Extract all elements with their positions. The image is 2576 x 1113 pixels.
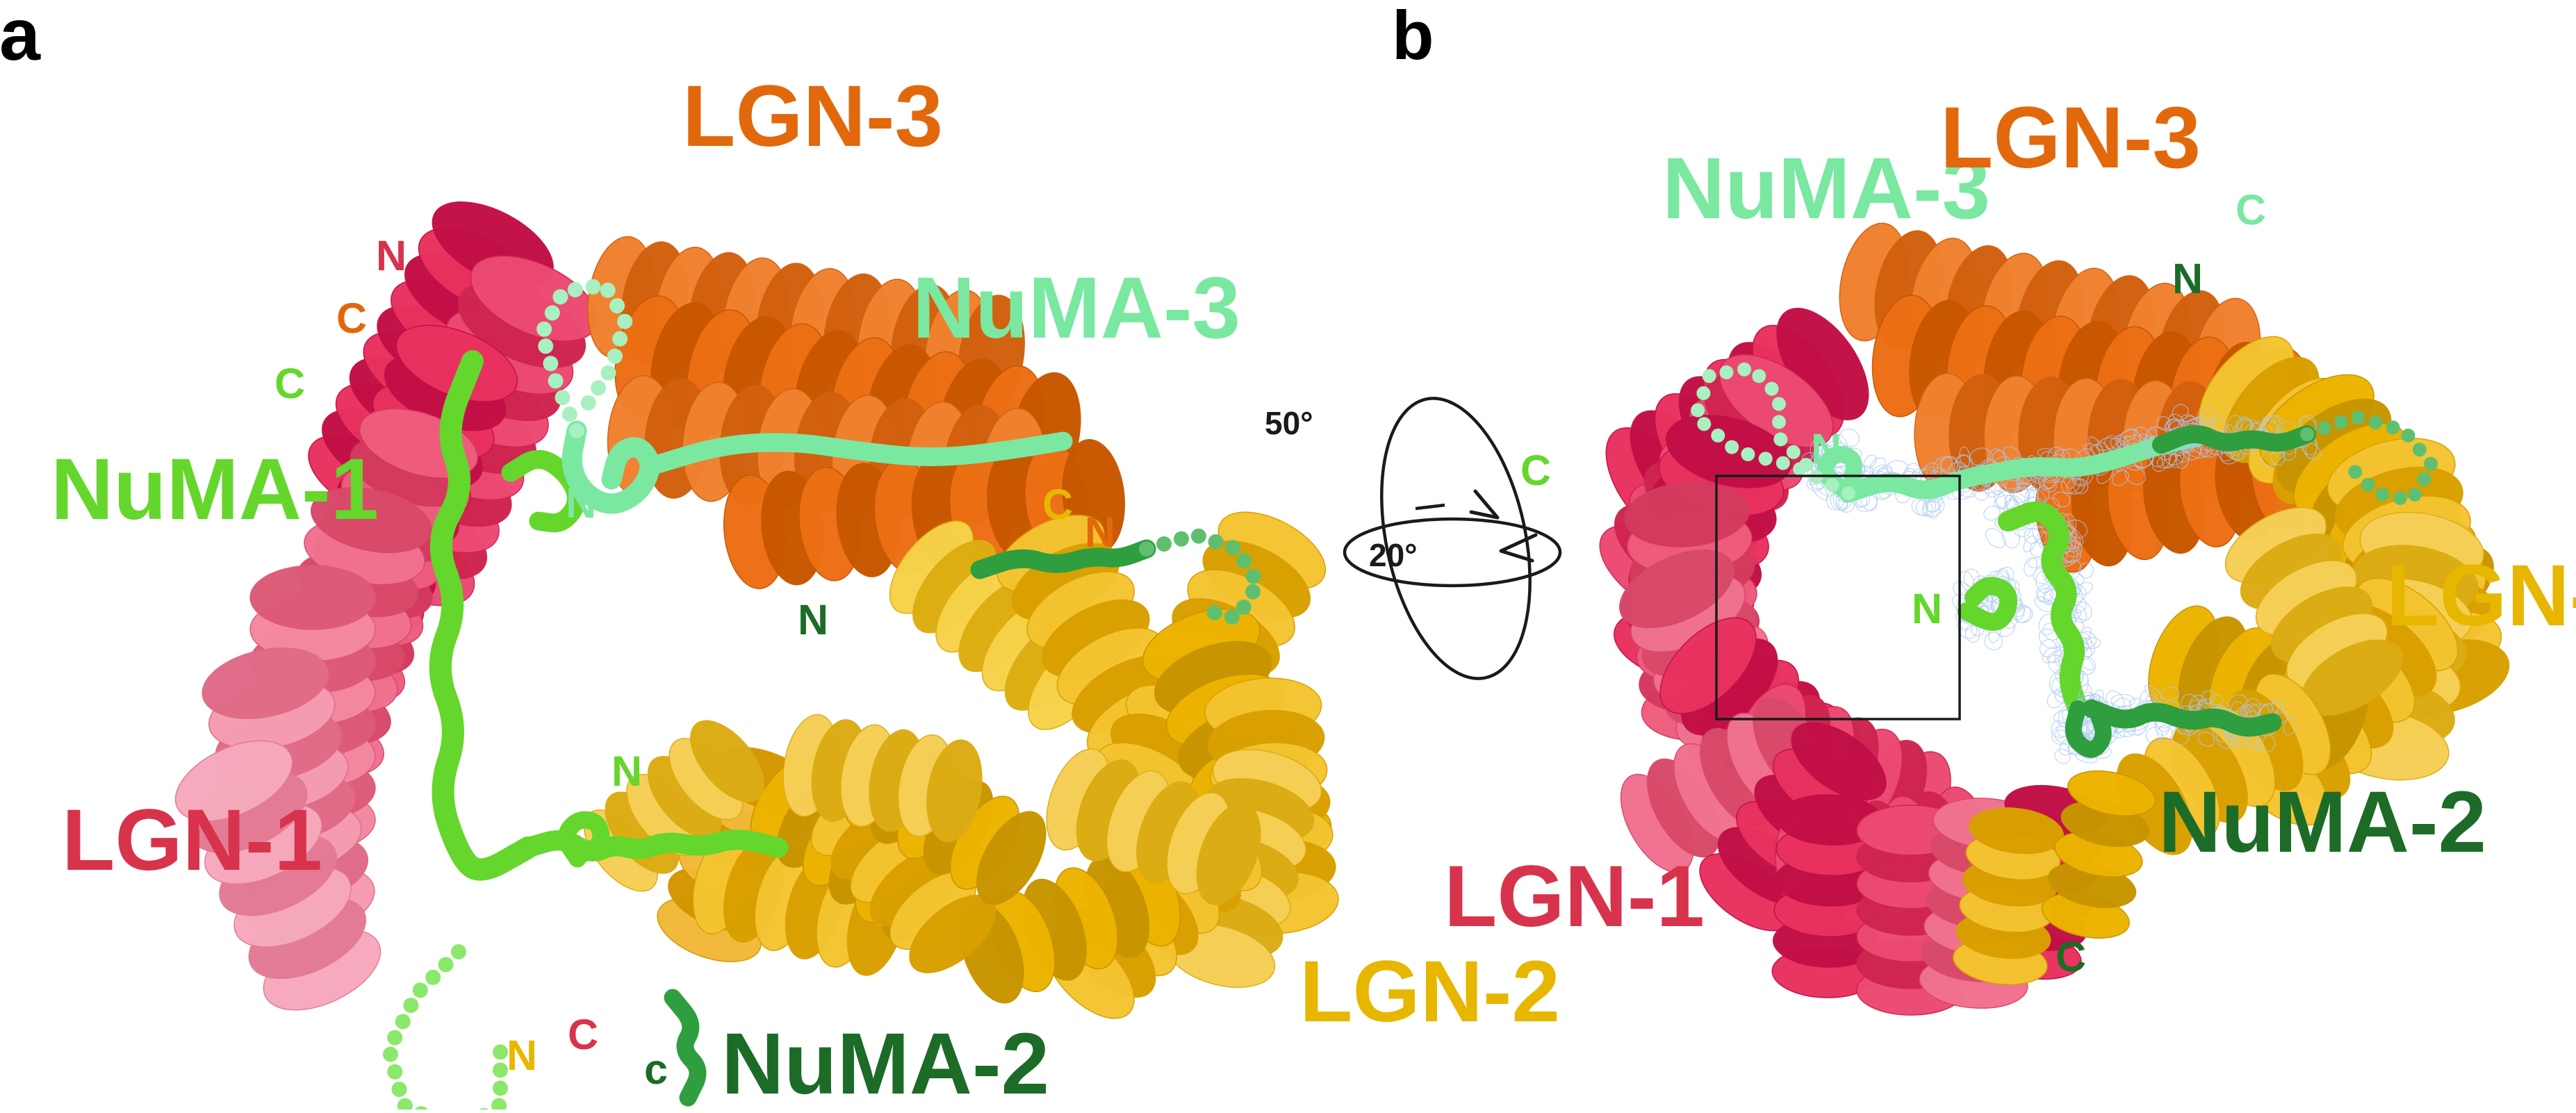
- svg-text:c: c: [644, 1046, 668, 1093]
- svg-text:C: C: [1520, 447, 1551, 494]
- svg-text:LGN-2: LGN-2: [1299, 943, 1560, 1040]
- svg-text:a: a: [0, 0, 41, 76]
- svg-text:N: N: [1912, 585, 1942, 632]
- svg-text:NuMA-1: NuMA-1: [51, 441, 379, 538]
- svg-text:N: N: [376, 232, 407, 279]
- svg-text:C: C: [274, 360, 305, 407]
- svg-text:NuMA-3: NuMA-3: [912, 260, 1240, 356]
- svg-text:N: N: [507, 1032, 537, 1079]
- svg-text:C: C: [336, 295, 367, 342]
- svg-text:LGN-2: LGN-2: [2386, 547, 2576, 644]
- svg-text:C: C: [1042, 481, 1073, 528]
- svg-text:LGN-3: LGN-3: [1940, 90, 2201, 186]
- svg-text:NuMA-2: NuMA-2: [2158, 774, 2486, 871]
- svg-text:N: N: [1085, 509, 1115, 556]
- svg-text:N: N: [798, 596, 828, 643]
- svg-text:LGN-1: LGN-1: [62, 792, 322, 889]
- svg-text:20°: 20°: [1369, 537, 1418, 573]
- svg-text:N: N: [612, 748, 642, 795]
- svg-text:N: N: [566, 479, 596, 527]
- svg-text:NuMA-2: NuMA-2: [721, 1016, 1049, 1110]
- svg-text:50°: 50°: [1265, 405, 1313, 441]
- svg-text:N: N: [1811, 425, 1841, 472]
- svg-text:C: C: [2235, 186, 2266, 233]
- svg-text:LGN-3: LGN-3: [682, 68, 943, 165]
- svg-text:LGN-1: LGN-1: [1444, 848, 1705, 945]
- svg-text:C: C: [2056, 933, 2086, 980]
- svg-text:b: b: [1392, 0, 1434, 74]
- svg-text:C: C: [568, 1011, 598, 1058]
- svg-text:N: N: [2172, 255, 2203, 302]
